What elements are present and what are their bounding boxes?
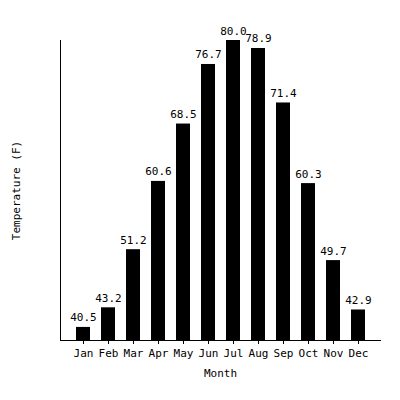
svg-text:Jul: Jul	[224, 347, 244, 360]
svg-text:Month: Month	[204, 367, 237, 380]
svg-text:49.7: 49.7	[320, 245, 347, 258]
svg-text:60.3: 60.3	[295, 168, 322, 181]
svg-text:51.2: 51.2	[120, 234, 147, 247]
svg-text:76.7: 76.7	[195, 48, 222, 61]
svg-text:40.5: 40.5	[70, 311, 97, 324]
svg-text:42.9: 42.9	[345, 294, 372, 307]
svg-text:Nov: Nov	[324, 347, 344, 360]
svg-text:Jan: Jan	[74, 347, 94, 360]
svg-text:May: May	[174, 347, 194, 360]
svg-text:Apr: Apr	[149, 347, 169, 360]
svg-text:Jun: Jun	[199, 347, 219, 360]
svg-text:60.6: 60.6	[145, 165, 172, 178]
svg-text:Temperature (F): Temperature (F)	[10, 141, 23, 240]
svg-text:78.9: 78.9	[245, 32, 272, 45]
svg-text:Oct: Oct	[299, 347, 319, 360]
svg-text:43.2: 43.2	[95, 292, 122, 305]
svg-text:Feb: Feb	[99, 347, 119, 360]
svg-text:68.5: 68.5	[170, 108, 197, 121]
svg-text:71.4: 71.4	[270, 87, 297, 100]
svg-text:Sep: Sep	[274, 347, 294, 360]
svg-text:80.0: 80.0	[220, 25, 247, 38]
svg-text:Mar: Mar	[124, 347, 144, 360]
svg-text:Dec: Dec	[349, 347, 369, 360]
svg-text:Aug: Aug	[249, 347, 269, 360]
